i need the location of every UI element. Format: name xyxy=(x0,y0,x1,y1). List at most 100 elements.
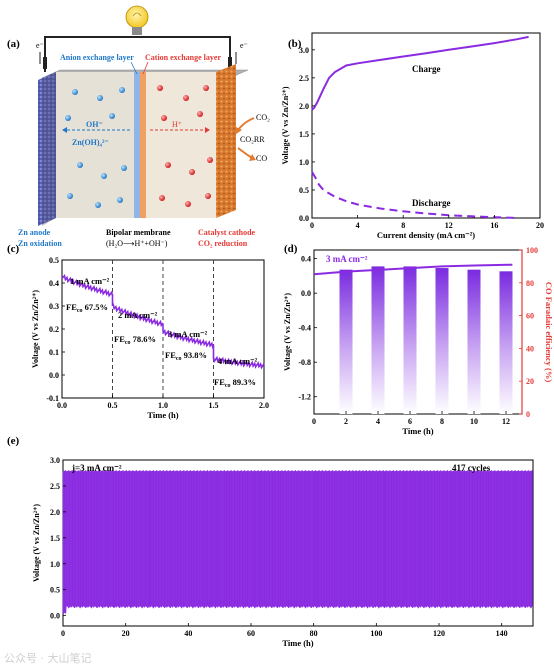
y-tick-label: 0.4 xyxy=(49,279,59,288)
panel-d: (d) 3 mA cm⁻² 0 2 4 6 8 10 12 -1.2 -0.8 -0.4 0.0 0.… xyxy=(283,243,554,436)
co2-reduction-label: CO₂ reduction xyxy=(198,239,248,248)
x-tick-label: 2 xyxy=(344,417,348,426)
y-tick-label: 2.5 xyxy=(50,482,60,491)
current-label-d: 3 mA cm⁻² xyxy=(326,254,368,264)
fe-annotation: FEco 78.6% xyxy=(114,334,156,346)
y-tick-label: 2.0 xyxy=(299,102,309,111)
x-tick-label: 0 xyxy=(312,417,316,426)
y-tick-label: 0.5 xyxy=(299,186,309,195)
y-tick-label: 1.0 xyxy=(50,560,60,569)
y-tick-label: 3.0 xyxy=(50,456,60,465)
circuit-wire xyxy=(44,36,231,72)
x-tick-label: 80 xyxy=(310,629,318,638)
y-tick-label: 0.2 xyxy=(49,325,59,334)
y-tick-label: 0.0 xyxy=(301,289,311,298)
fe-annotation: FEco 67.5% xyxy=(66,302,108,314)
discharge-label: Discharge xyxy=(412,198,451,208)
y2-axis-title: CO Faradaic efficiency (%) xyxy=(544,282,554,382)
co-out-arrow xyxy=(237,147,253,159)
discharge-curve xyxy=(311,171,518,219)
x-tick-label: 100 xyxy=(370,629,382,638)
y-tick-label: -0.1 xyxy=(46,394,59,403)
co-label: CO xyxy=(256,154,267,163)
y-tick-label: -1.2 xyxy=(298,393,311,402)
panel-a: (a) e⁻ e⁻ Anion exchange layer Cation ex… xyxy=(7,5,270,248)
voltage-step-4 xyxy=(212,355,265,370)
co2-in-arrow xyxy=(237,117,255,131)
y-axis-title: Voltage (V vs Zn/Zn²⁺) xyxy=(32,504,41,582)
current-annotation: 1 mA cm⁻² xyxy=(70,276,110,286)
catalyst-cathode-label: Catalyst cathode xyxy=(198,228,256,237)
anion-layer-label: Anion exchange layer xyxy=(60,53,134,62)
y-tick-label: 2.0 xyxy=(50,508,60,517)
panel-d-label: (d) xyxy=(284,243,298,255)
x-tick-label: 0 xyxy=(310,221,314,230)
cycling-trace xyxy=(62,470,533,615)
current-annotation: 4 mA cm⁻² xyxy=(218,356,258,366)
x-axis-title: Time (h) xyxy=(402,426,433,436)
zn-anode xyxy=(38,72,56,226)
x-tick-label: 0.5 xyxy=(108,401,118,410)
bipolar-equation: (H₂O⟶H⁺+OH⁻) xyxy=(106,239,168,248)
x-tick-label: 6 xyxy=(408,417,412,426)
electron-left: e⁻ xyxy=(36,41,44,50)
y-tick-label: 1.5 xyxy=(50,534,60,543)
zn-anode-label: Zn anode xyxy=(18,228,51,237)
charge-label: Charge xyxy=(412,64,441,74)
y2-tick-label: 40 xyxy=(526,344,534,353)
x-axis-title: Time (h) xyxy=(147,410,178,420)
y-tick-label: -0.8 xyxy=(298,358,311,367)
y-axis-title: Voltage (V vs Zn/Zn²⁺) xyxy=(281,86,290,164)
cation-layer-label: Cation exchange layer xyxy=(145,53,221,62)
fe-bar xyxy=(339,269,353,414)
zincate-label: Zn(OH)₄²⁻ xyxy=(72,138,109,147)
x-tick-label: 4 xyxy=(356,221,360,230)
voltage-step-2 xyxy=(111,303,164,328)
hydroxide-label: OH⁻ xyxy=(86,120,103,129)
current-label-e: j=3 mA cm⁻² xyxy=(71,463,122,473)
x-tick-label: 16 xyxy=(490,221,498,230)
anion-exchange-layer xyxy=(134,72,140,218)
anode-lead xyxy=(43,57,47,69)
bipolar-membrane-label: Bipolar membrane xyxy=(106,228,171,237)
y-tick-label: 0.0 xyxy=(299,214,309,223)
fe-bar xyxy=(403,266,417,414)
y-tick-label: 3.0 xyxy=(299,46,309,55)
y-tick-label: 1.5 xyxy=(299,130,309,139)
catalyst-cathode xyxy=(216,64,236,218)
y-tick-label: 0.0 xyxy=(49,371,59,380)
proton-particles xyxy=(157,85,213,207)
y-tick-label: 1.0 xyxy=(299,158,309,167)
co2rr-label: CO₂RR xyxy=(240,135,265,144)
hydroxide-particles xyxy=(65,87,127,208)
panel-b-label: (b) xyxy=(288,38,302,50)
x-tick-label: 20 xyxy=(122,629,130,638)
x-tick-label: 1.5 xyxy=(209,401,219,410)
y-tick-label: 0.3 xyxy=(49,302,59,311)
panel-c-label: (c) xyxy=(7,243,20,255)
y2-tick-label: 20 xyxy=(526,377,534,386)
panel-b-frame xyxy=(311,32,541,219)
fe-annotation: FEco 93.8% xyxy=(165,350,207,362)
voltage-step-3 xyxy=(162,329,215,349)
fe-bar xyxy=(499,271,513,414)
electron-right: e⁻ xyxy=(240,41,248,50)
x-tick-label: 20 xyxy=(536,221,544,230)
x-tick-label: 0 xyxy=(61,629,65,638)
x-tick-label: 140 xyxy=(496,629,508,638)
fe-annotation: FEco 89.3% xyxy=(214,377,256,389)
zn-oxidation-label: Zn oxidation xyxy=(18,239,62,248)
y-axis-title: Voltage (V vs Zn/Zn²⁺) xyxy=(283,293,292,371)
y2-tick-label: 0 xyxy=(526,410,530,419)
y-tick-label: 0.5 xyxy=(49,256,59,265)
y2-tick-label: 80 xyxy=(526,279,534,288)
fe-bar xyxy=(435,268,449,414)
panel-c: (c) 0.0 0.5 1.0 1.5 2.0-0.10.00.10.20.30.40.… xyxy=(7,243,269,420)
catholyte-chamber xyxy=(146,72,216,218)
y-tick-label: 0.1 xyxy=(49,348,59,357)
x-tick-label: 2.0 xyxy=(259,401,269,410)
x-tick-label: 12 xyxy=(445,221,453,230)
x-tick-label: 120 xyxy=(433,629,445,638)
x-tick-label: 1.0 xyxy=(158,401,168,410)
x-tick-label: 8 xyxy=(401,221,405,230)
